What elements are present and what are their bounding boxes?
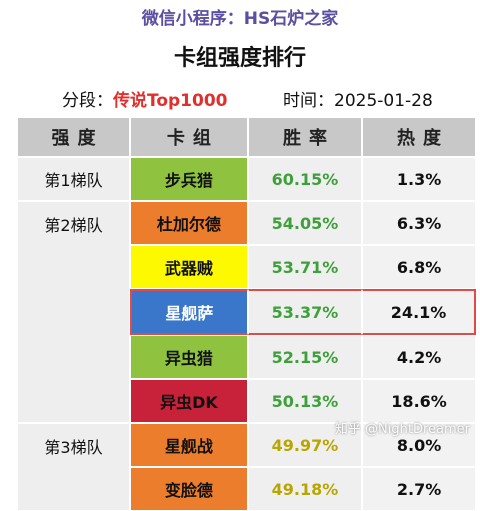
winrate-cell: 53.37% (247, 289, 363, 335)
tier-cell: 第2梯队 (17, 201, 131, 423)
segment-value: 传说Top1000 (113, 91, 228, 111)
deck-cell: 变脸德 (130, 467, 248, 511)
table-row: 武器贼 53.71% 6.8% (17, 245, 476, 289)
header-deck: 卡组 (130, 117, 248, 157)
segment-label: 分段： (62, 91, 113, 111)
table-row: 第1梯队 步兵猎 60.15% 1.3% (17, 157, 476, 201)
source-label: 微信小程序：HS石炉之家 (141, 9, 339, 29)
winrate-cell: 50.13% (247, 379, 363, 423)
page-title: 卡组强度排行 (173, 46, 306, 71)
deck-cell: 步兵猎 (130, 157, 248, 201)
deck-cell: 杜加尔德 (130, 201, 248, 245)
watermark: 知乎 @NightDreamer (334, 422, 470, 437)
deck-cell: 星舰萨 (130, 289, 248, 335)
deck-cell: 武器贼 (130, 245, 248, 289)
header-strength: 强度 (17, 117, 131, 157)
winrate-cell: 54.05% (247, 201, 363, 245)
tier-cell: 第1梯队 (17, 157, 131, 201)
table-row: 异虫猎 52.15% 4.2% (17, 335, 476, 379)
deck-ranking-table: 强度 卡组 胜率 热度 第1梯队 步兵猎 60.15% 1.3% 第2梯队 杜加… (17, 117, 476, 511)
popularity-cell: 4.2% (362, 335, 476, 379)
table-header-row: 强度 卡组 胜率 热度 (17, 117, 476, 157)
header-winrate: 胜率 (247, 117, 363, 157)
popularity-cell: 18.6% (362, 379, 476, 423)
winrate-cell: 60.15% (247, 157, 363, 201)
popularity-cell: 2.7% (362, 467, 476, 511)
winrate-cell: 53.71% (247, 245, 363, 289)
popularity-cell: 6.3% (362, 201, 476, 245)
header-popularity: 热度 (362, 117, 476, 157)
table-row-highlighted: 星舰萨 53.37% 24.1% (17, 289, 476, 335)
deck-cell: 异虫DK (130, 379, 248, 423)
time-info: 时间：2025-01-28 (283, 86, 433, 111)
popularity-cell: 24.1% (362, 289, 476, 335)
winrate-cell: 52.15% (247, 335, 363, 379)
table-row: 异虫DK 50.13% 18.6% (17, 379, 476, 423)
tier-cell: 第3梯队 (17, 423, 131, 511)
table-row: 第2梯队 杜加尔德 54.05% 6.3% (17, 201, 476, 423)
deck-cell: 星舰战 (130, 423, 248, 467)
popularity-cell: 6.8% (362, 245, 476, 289)
popularity-cell: 1.3% (362, 157, 476, 201)
time-label: 时间： (283, 91, 334, 111)
deck-cell: 异虫猎 (130, 335, 248, 379)
winrate-cell: 49.18% (247, 467, 363, 511)
time-value: 2025-01-28 (334, 91, 433, 111)
segment-info: 分段：传说Top1000 (62, 86, 228, 111)
